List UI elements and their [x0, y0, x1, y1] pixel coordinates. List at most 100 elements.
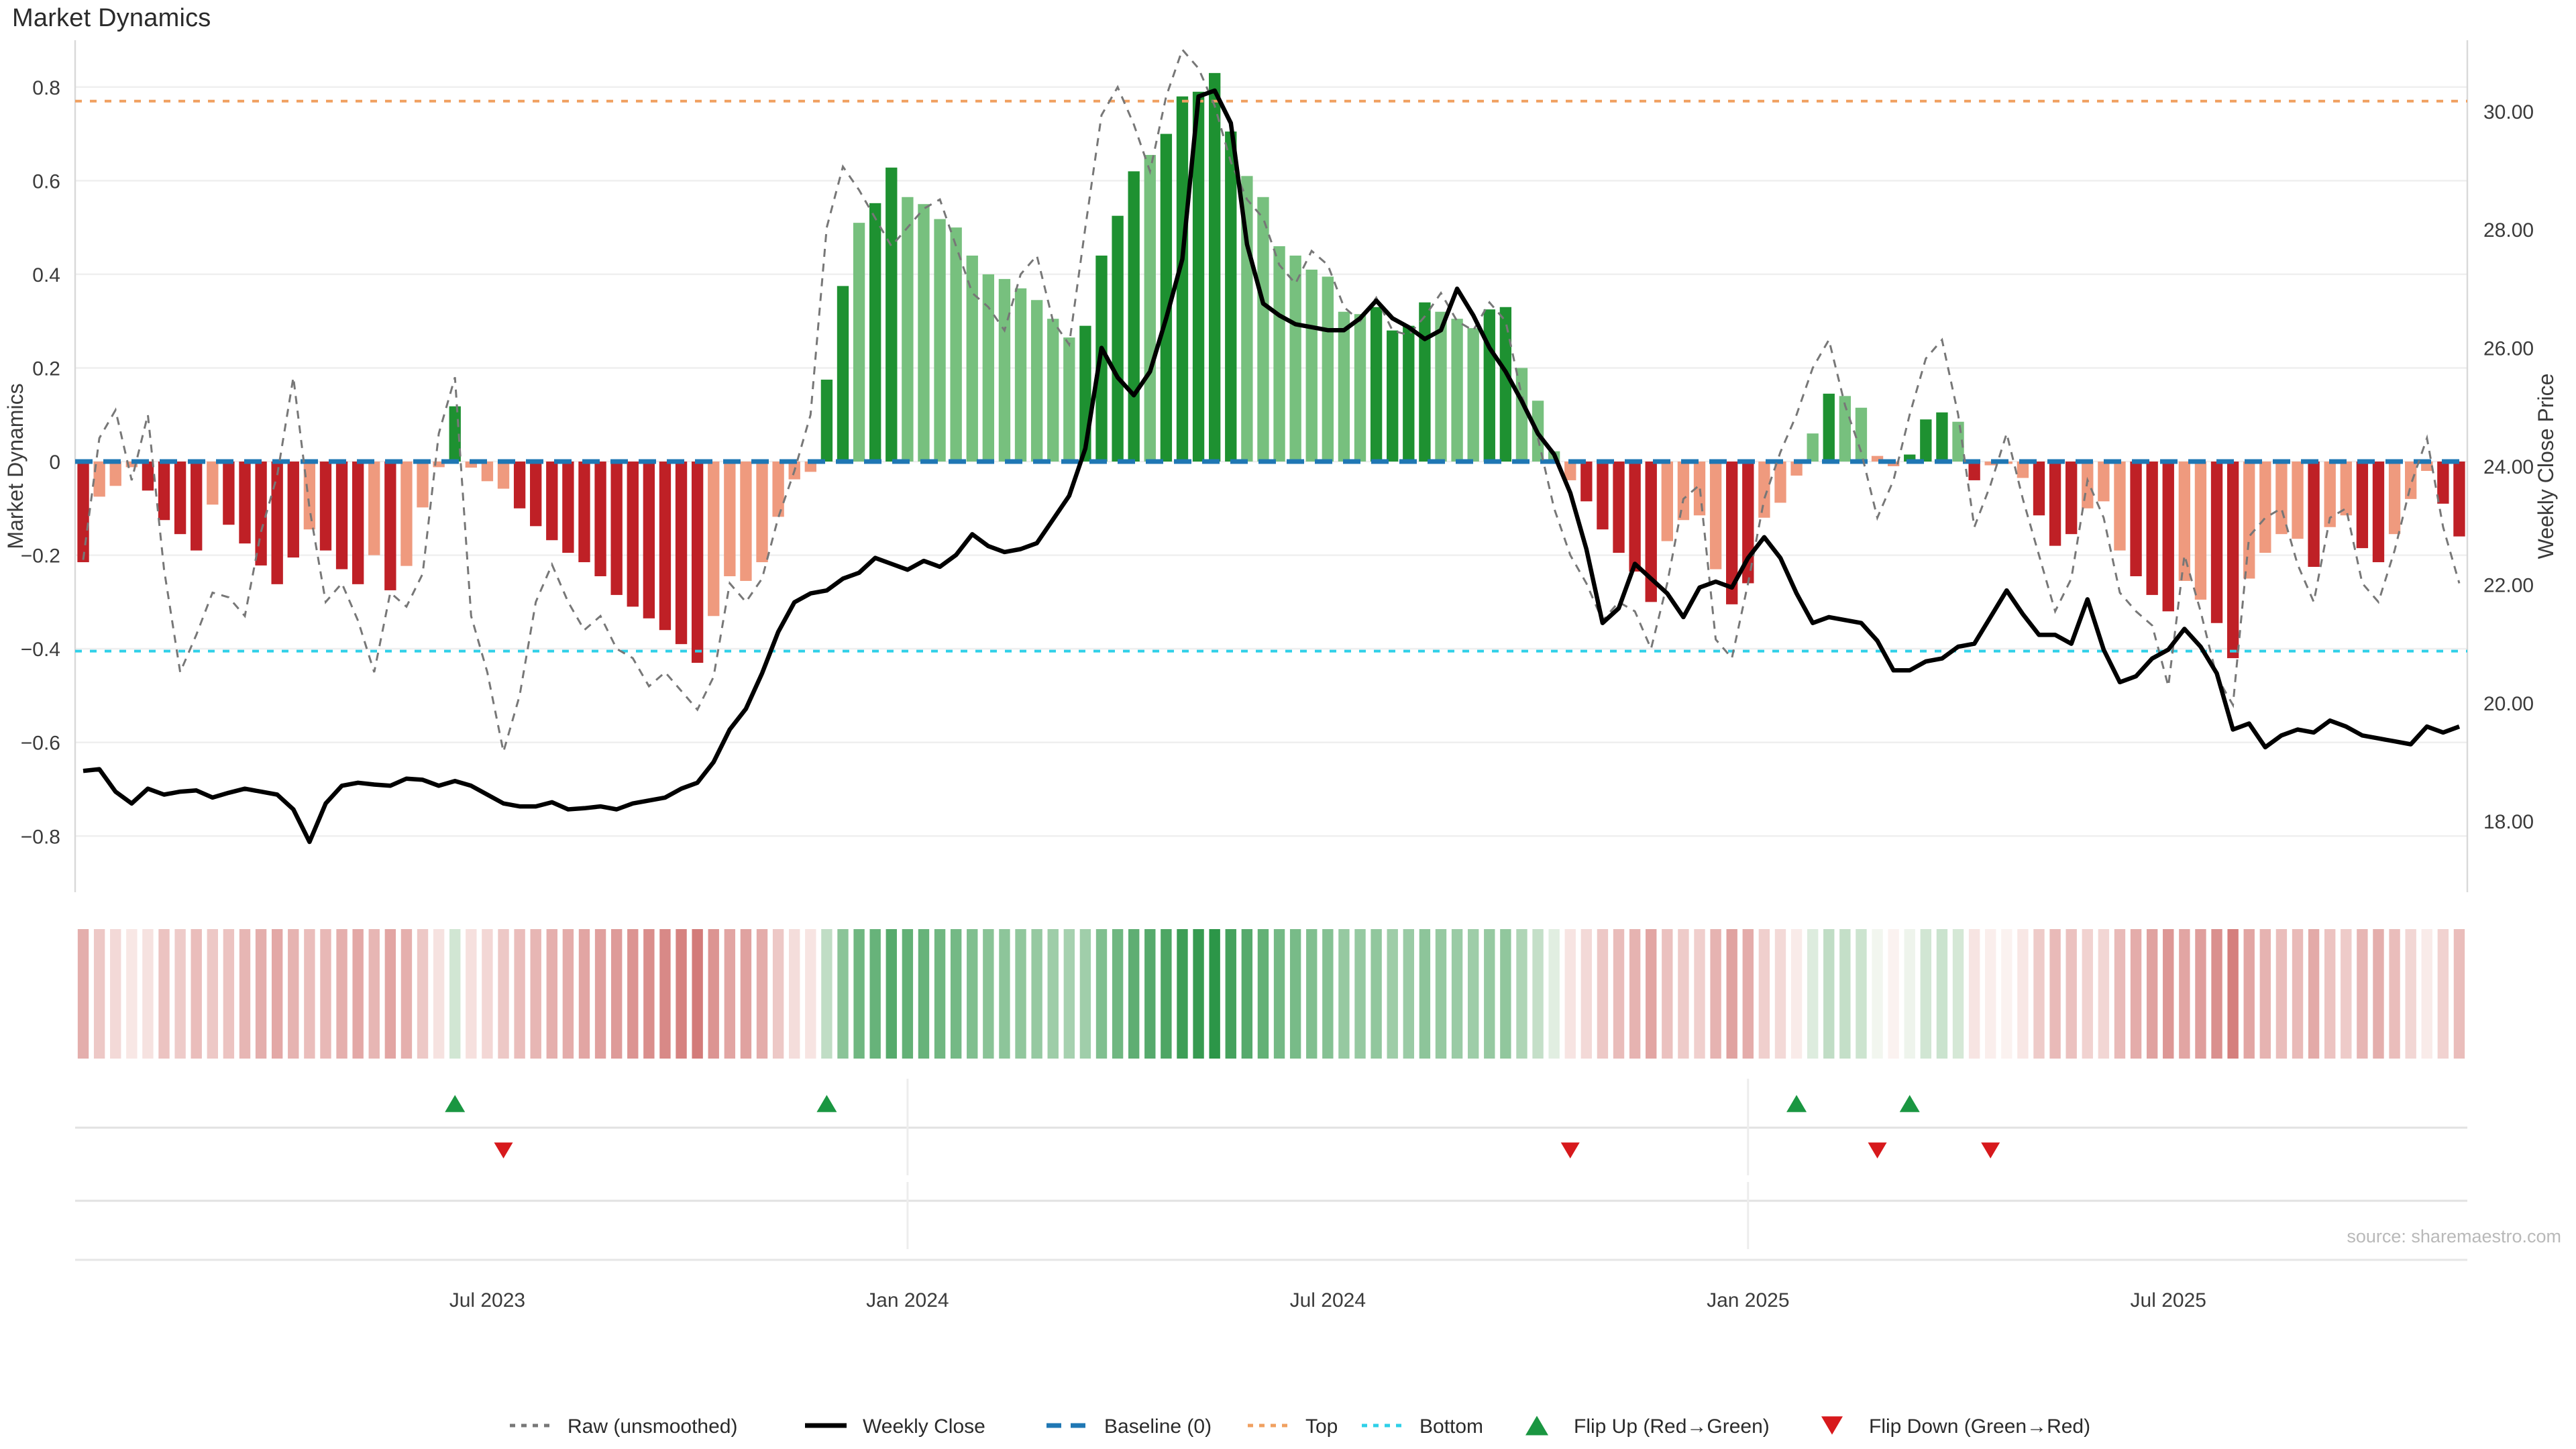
bar: [804, 462, 816, 472]
bar: [1338, 311, 1350, 462]
heatmap-cell: [514, 929, 525, 1059]
heatmap-cell: [368, 929, 380, 1059]
bar: [1387, 330, 1399, 462]
heatmap-cell: [692, 929, 703, 1059]
heatmap-cell: [1646, 929, 1657, 1059]
legend-item[interactable]: Weekly Close: [805, 1415, 985, 1438]
heatmap-cell: [2130, 929, 2142, 1059]
right-axis-tick-label: 18.00: [2483, 811, 2534, 833]
bar: [659, 462, 672, 631]
heatmap-cell: [2082, 929, 2093, 1059]
heatmap-cell: [466, 929, 477, 1059]
heatmap-cell: [1904, 929, 1915, 1059]
heatmap-cell: [2357, 929, 2368, 1059]
heatmap-cell: [1985, 929, 1996, 1059]
bar: [2130, 462, 2142, 576]
bar: [1467, 328, 1479, 462]
bar: [1451, 319, 1463, 462]
bar: [578, 462, 590, 563]
bar: [966, 255, 978, 462]
bar: [2033, 462, 2045, 516]
bar: [125, 462, 138, 468]
heatmap-cell: [950, 929, 962, 1059]
legend-item[interactable]: Flip Down (Green→Red): [1821, 1415, 2090, 1438]
heatmap-cell: [1225, 929, 1236, 1059]
page-title: Market Dynamics: [12, 4, 211, 32]
heatmap-cell: [1694, 929, 1705, 1059]
heatmap-cell: [2179, 929, 2190, 1059]
reference-lines: [75, 99, 2467, 653]
bar: [191, 462, 203, 551]
legend-item[interactable]: Top: [1248, 1415, 1338, 1438]
heatmap-cell: [2453, 929, 2465, 1059]
bar: [1257, 197, 1269, 462]
heatmap-cell: [2292, 929, 2304, 1059]
flip-up-marker-icon: [1899, 1095, 1920, 1112]
bar: [1920, 419, 1932, 462]
bar: [2114, 462, 2126, 551]
x-axis-tick-label: Jul 2025: [2131, 1289, 2206, 1311]
heatmap-cell: [740, 929, 752, 1059]
bar: [2226, 462, 2239, 659]
gridlines: [74, 40, 2469, 892]
heatmap-cell: [288, 929, 299, 1059]
bar: [1322, 276, 1334, 462]
right-axis: 30.00 28.00 26.00 24.00 22.00 20.00 18.00 Weekl…: [2483, 101, 2558, 833]
heatmap-cell: [1968, 929, 1980, 1059]
flip-down-marker-icon: [1868, 1142, 1887, 1159]
bar: [530, 462, 542, 527]
heatmap-cell: [1031, 929, 1042, 1059]
bar: [1807, 433, 1819, 462]
heatmap-cell: [1742, 929, 1754, 1059]
bar: [2210, 462, 2223, 623]
heatmap-cell: [1128, 929, 1140, 1059]
heatmap-cell: [1015, 929, 1026, 1059]
x-axis-tick-label: Jan 2024: [866, 1289, 949, 1311]
heatmap-cell: [1823, 929, 1835, 1059]
bar: [562, 462, 574, 553]
heatmap-cell: [1079, 929, 1091, 1059]
legend-item[interactable]: Raw (unsmoothed): [510, 1415, 737, 1438]
heatmap-cell: [1839, 929, 1851, 1059]
bar: [1726, 462, 1738, 604]
heatmap-cell: [1484, 929, 1495, 1059]
flip-down-marker-icon: [1560, 1142, 1580, 1159]
bar: [223, 462, 235, 525]
heatmap-cell: [417, 929, 429, 1059]
flip-up-marker-icon: [1786, 1095, 1807, 1112]
bar: [1855, 407, 1868, 462]
bar: [950, 227, 962, 462]
heatmap-cell: [2065, 929, 2077, 1059]
heatmap-cell: [627, 929, 639, 1059]
heatmap-cell: [1564, 929, 1576, 1059]
heatmap-cell: [2405, 929, 2416, 1059]
left-axis-tick-label: 0: [49, 451, 60, 474]
bar: [2017, 462, 2029, 478]
heatmap-cell: [2195, 929, 2206, 1059]
bar: [853, 223, 865, 462]
legend-item[interactable]: Bottom: [1362, 1415, 1483, 1438]
bar: [675, 462, 688, 645]
heatmap-cell: [530, 929, 541, 1059]
heatmap-cell: [885, 929, 897, 1059]
left-axis-tick-label: −0.2: [21, 545, 60, 568]
heatmap-cell: [983, 929, 994, 1059]
heatmap-cell: [1371, 929, 1382, 1059]
bar: [2065, 462, 2078, 535]
heatmap-cell: [659, 929, 671, 1059]
bar: [1192, 91, 1205, 462]
bar: [594, 462, 606, 576]
legend-item[interactable]: Flip Up (Red→Green): [1525, 1415, 1770, 1438]
legend-label: Flip Up (Red→Green): [1574, 1415, 1770, 1438]
left-axis-title: Market Dynamics: [3, 383, 28, 549]
bar: [1758, 462, 1770, 518]
bar: [1709, 462, 1722, 570]
heatmap-cell: [756, 929, 768, 1059]
heatmap-cell: [271, 929, 283, 1059]
right-axis-tick-label: 22.00: [2483, 574, 2534, 596]
legend-item[interactable]: Baseline (0): [1046, 1415, 1212, 1438]
heatmap-cell: [77, 929, 89, 1059]
bar: [2178, 462, 2191, 581]
heatmap-cell: [1193, 929, 1204, 1059]
